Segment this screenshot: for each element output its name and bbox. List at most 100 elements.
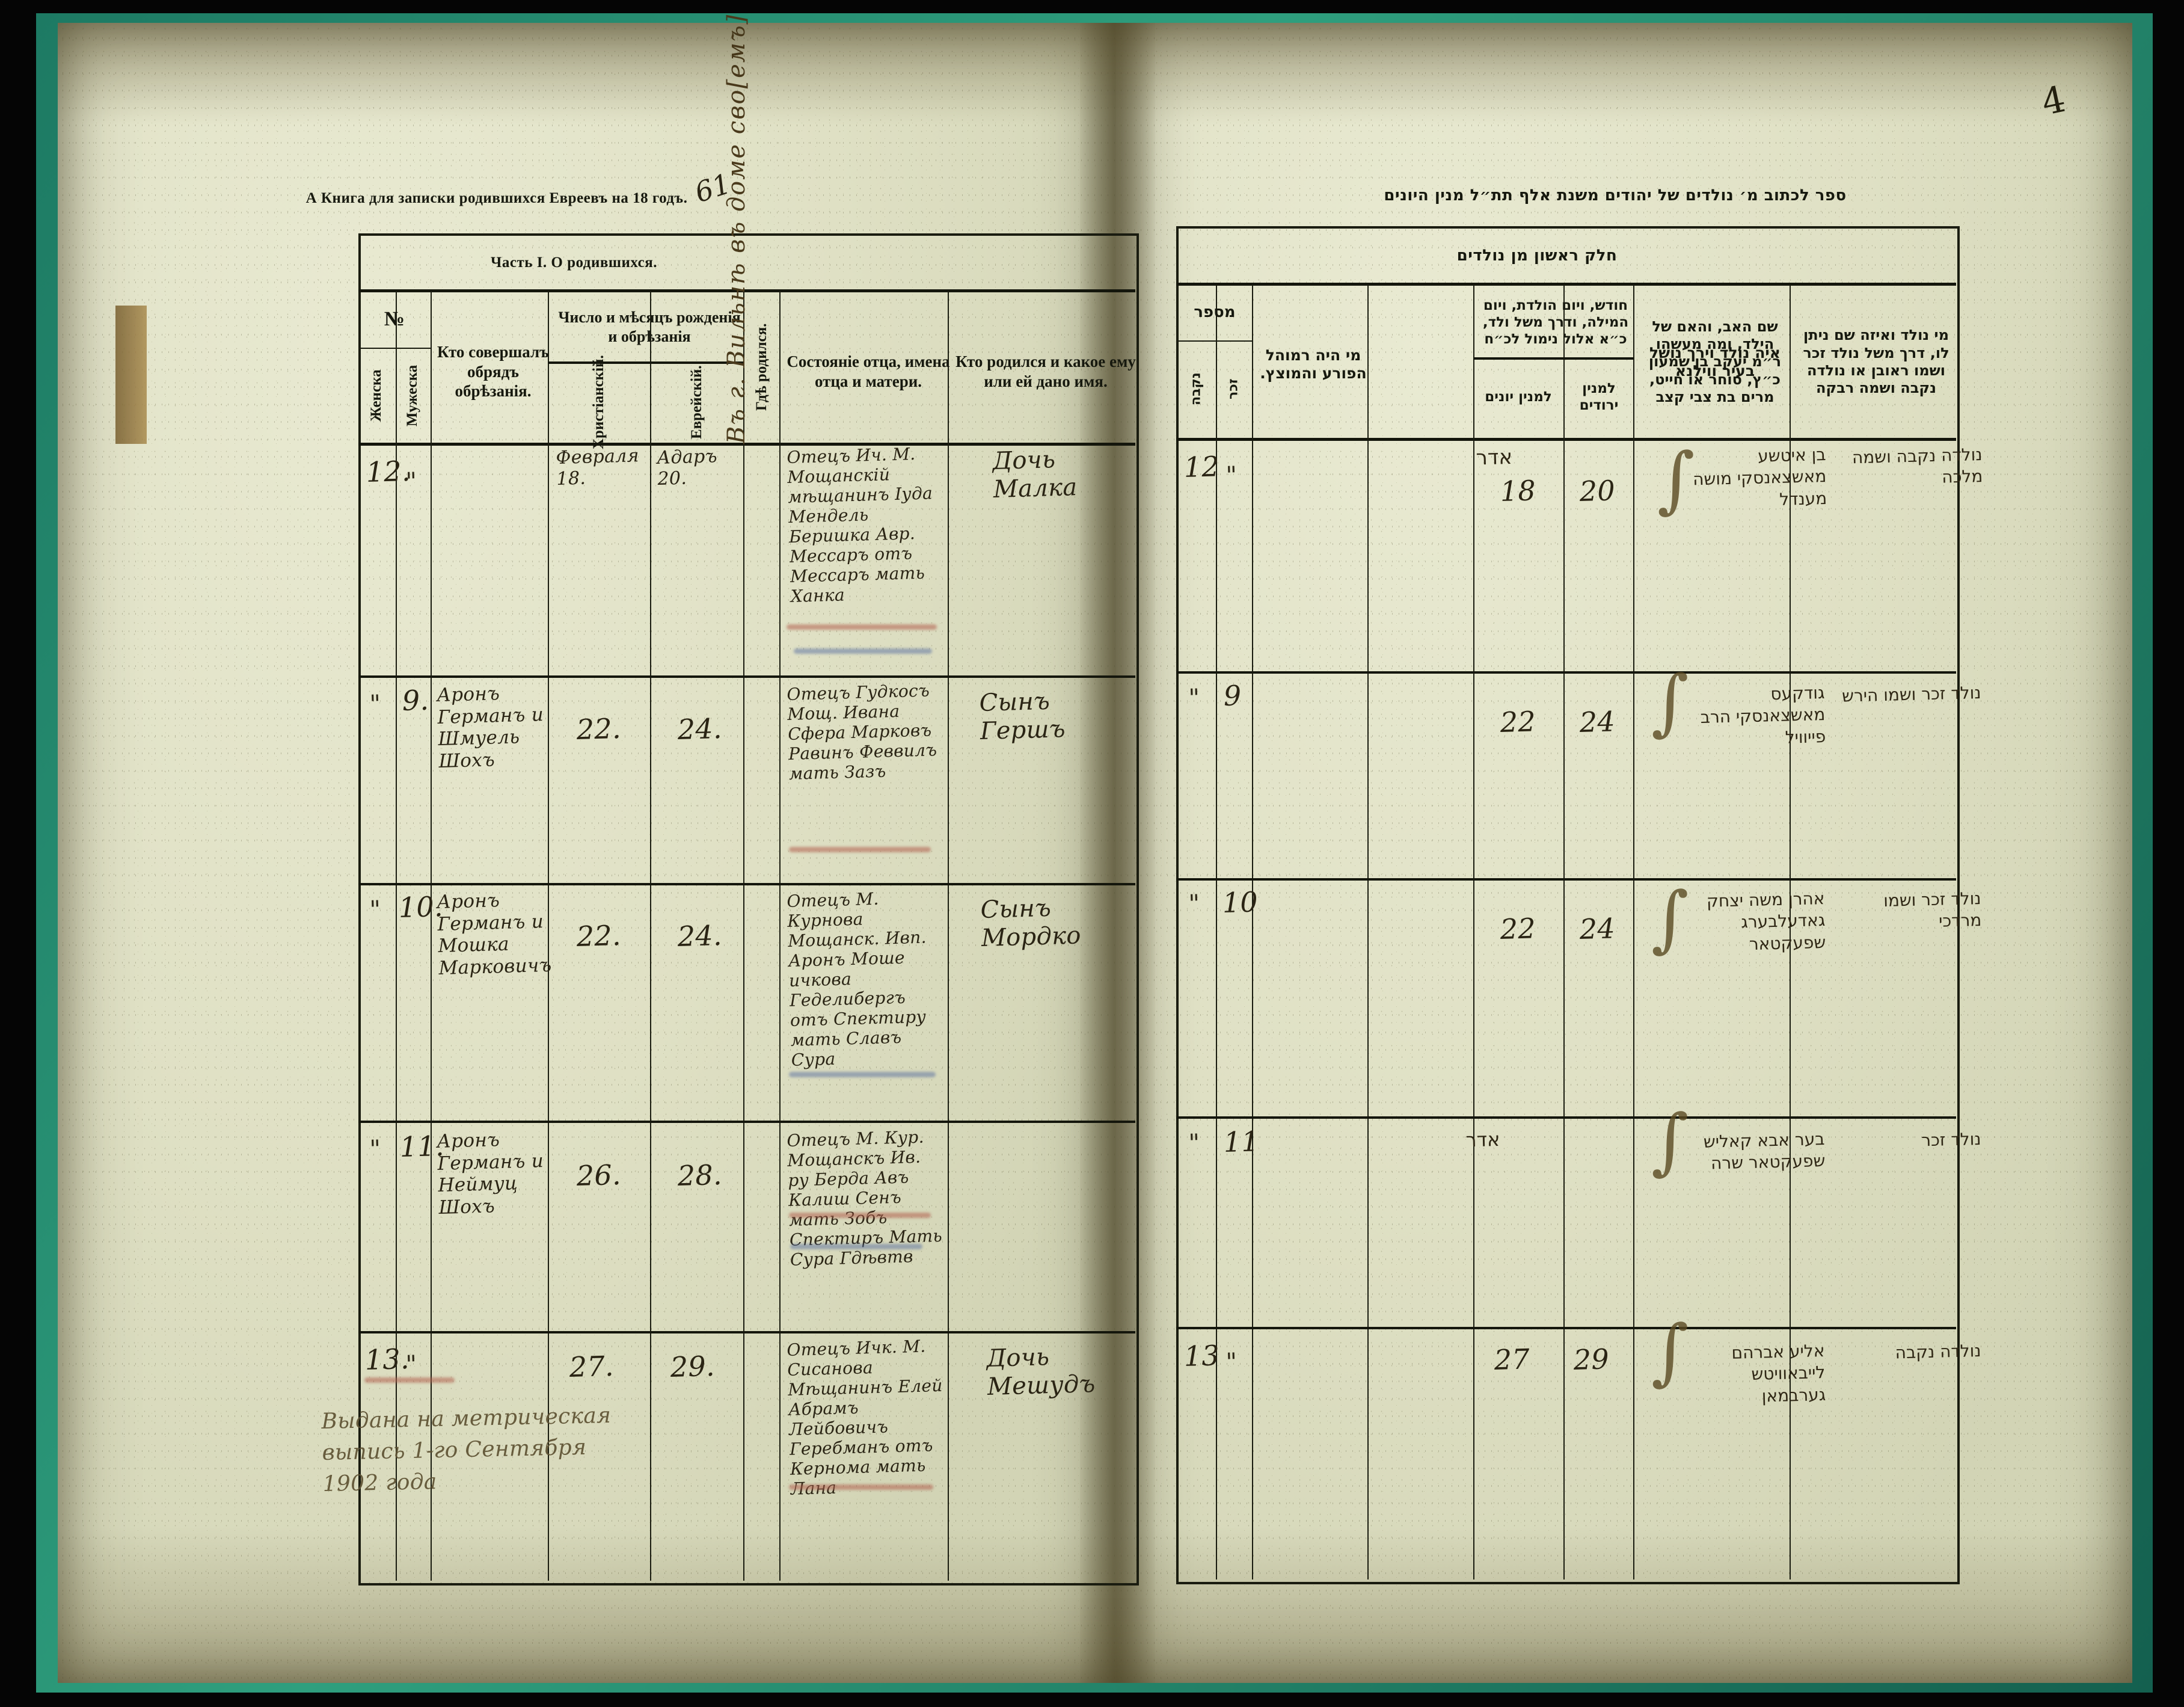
row4-blue-underline2 bbox=[790, 1244, 922, 1249]
row4-female-number: " bbox=[369, 1135, 381, 1163]
left-col-sep-5 bbox=[743, 291, 744, 1581]
row2-female-number: " bbox=[369, 690, 381, 718]
r-row3-parents: אהרן משה יצחק גאדעלבערג שפעקטאר bbox=[1706, 888, 1826, 954]
left-header-parents: Состояніе отца, имена отца и матери. bbox=[787, 352, 950, 390]
row1-blue-underline bbox=[794, 648, 932, 654]
right-table-header-bottom-rule bbox=[1176, 438, 1956, 441]
row2-christian-date: 22. bbox=[576, 712, 622, 746]
r-row4-jewish-date: אדר bbox=[1465, 1127, 1500, 1152]
book-gutter-shadow bbox=[1080, 23, 1155, 1683]
place-of-birth-entry: Въ г. Вильнѣ въ доме сво[емъ] bbox=[723, 13, 750, 444]
open-register-book: А Книга для записки родившихся Евреевъ н… bbox=[58, 14, 2132, 1683]
left-header-number-female: Женска bbox=[367, 369, 384, 422]
right-section-title: חלק ראשון מן נולדים bbox=[1456, 247, 1618, 265]
row5-red-underline bbox=[364, 1377, 455, 1383]
right-col-sep-1 bbox=[1216, 285, 1217, 1579]
left-table-header-top-rule bbox=[358, 289, 1135, 292]
right-number-subhead-rule bbox=[1176, 340, 1252, 342]
r-row3-female-number: " bbox=[1188, 890, 1200, 918]
r-row1-second-date: 20 bbox=[1579, 474, 1616, 508]
r-row2-female-number: " bbox=[1188, 684, 1200, 712]
left-date-subhead-rule bbox=[548, 361, 743, 364]
row4-jewish-date: 28. bbox=[677, 1158, 723, 1192]
row1-parents: Отецъ Ич. М. Мощанскій мѣщанинъ Іуда Мен… bbox=[787, 444, 933, 607]
right-header-number-male: זכר bbox=[1225, 378, 1241, 400]
row1-male-number: " bbox=[405, 467, 417, 496]
row2-mohel: Аронъ Германъ и Шмуель Шохъ bbox=[437, 683, 544, 772]
right-page-header: ספר לכתוב מ׳ נולדים של יהודים משנת אלף ת… bbox=[1384, 186, 1847, 205]
r-row1-child: נולדה נקבה ושמה מלכה bbox=[1851, 444, 1983, 488]
row1-christian-date: Февраля 18. bbox=[556, 445, 640, 490]
r-row5-child: נולדה נקבה bbox=[1895, 1340, 1981, 1363]
right-header-parents-label: שם האב, והאם של הילד, ומה מעשהו ר״מ יעקב… bbox=[1648, 318, 1782, 405]
r-row4-male-number: 11 bbox=[1223, 1125, 1260, 1158]
row1-child: Дочь Малка bbox=[992, 446, 1078, 504]
row4-mohel: Аронъ Германъ и Неймуц Шохъ bbox=[437, 1129, 544, 1219]
r-row5-male-number: " bbox=[1225, 1348, 1238, 1376]
row4-red-underline bbox=[789, 1213, 931, 1218]
right-header-date-jewish-count: למנין ירודים bbox=[1579, 380, 1619, 413]
r-row4-female-number: " bbox=[1188, 1129, 1200, 1157]
r-row2-child: נולד זכר ושמו הירש bbox=[1841, 682, 1981, 706]
left-col-sep-7 bbox=[948, 291, 949, 1581]
right-table-header-top-rule bbox=[1176, 283, 1956, 286]
left-col-sep-2 bbox=[431, 291, 432, 1581]
row3-child: Сынъ Мордко bbox=[980, 894, 1082, 953]
r-row1-greek-date: 18 bbox=[1500, 474, 1536, 508]
r-row3-male-number: 10 bbox=[1222, 885, 1259, 919]
right-col-sep-4 bbox=[1473, 285, 1474, 1579]
row2-male-number: 9. bbox=[402, 683, 429, 717]
row2-child: Сынъ Гершъ bbox=[979, 687, 1066, 746]
right-row-rule-1 bbox=[1176, 671, 1956, 674]
left-table-frame bbox=[358, 233, 1139, 1586]
flourish-5: ∫ bbox=[1651, 1310, 1689, 1394]
right-date-subhead-rule bbox=[1473, 357, 1633, 360]
left-header-number-group: № bbox=[384, 308, 405, 331]
r-row1-jewish-date: אדר bbox=[1475, 444, 1513, 470]
left-header-date-christian: Христіанскій. bbox=[590, 355, 607, 450]
flourish-3: ∫ bbox=[1651, 877, 1689, 961]
left-row-rule-2 bbox=[358, 883, 1135, 885]
right-col-sep-5 bbox=[1563, 285, 1565, 1579]
left-row-rule-3 bbox=[358, 1121, 1135, 1123]
left-page-header: А Книга для записки родившихся Евреевъ н… bbox=[305, 190, 688, 206]
row2-parents: Отецъ Гудкосъ Мощ. Ивана Сфера Марковъ Р… bbox=[787, 680, 937, 784]
row2-red-underline bbox=[789, 847, 931, 852]
row5-red-underline2 bbox=[789, 1484, 933, 1490]
left-header-mohel: Кто совершалъ обрядъ обрѣзанія. bbox=[437, 342, 549, 401]
left-col-sep-1 bbox=[396, 291, 397, 1581]
row5-child: Дочь Мешудъ bbox=[986, 1343, 1096, 1401]
left-table-header-bottom-rule bbox=[358, 443, 1135, 446]
row5-jewish-date: 29. bbox=[670, 1349, 716, 1383]
right-header-place: איה נולד וירך נושל בעיר ווילנא bbox=[1649, 343, 1781, 380]
r-row2-parents: גודקעס מאשצאנסקי הרב פייוויל bbox=[1700, 682, 1826, 748]
left-number-subhead-rule bbox=[358, 348, 431, 349]
r-row5-greek-date: 27 bbox=[1494, 1343, 1530, 1376]
right-table-frame bbox=[1176, 226, 1960, 1584]
r-row1-parents: בן איטשע מאשצאנסקי מושה מענדל bbox=[1692, 444, 1827, 509]
left-page bbox=[58, 23, 1116, 1683]
left-col-sep-6 bbox=[779, 291, 781, 1581]
row3-christian-date: 22. bbox=[576, 918, 622, 953]
left-header-number-male: Мужеска bbox=[403, 364, 420, 427]
row1-female-number: 12. bbox=[366, 454, 411, 488]
page-marker-tab[interactable] bbox=[115, 306, 147, 444]
row3-blue-underline bbox=[789, 1072, 936, 1077]
right-col-sep-3 bbox=[1367, 285, 1369, 1579]
r-row5-parents: אליע אברהם לייבאוויטש גערבמאן bbox=[1731, 1340, 1826, 1406]
flourish-4: ∫ bbox=[1651, 1100, 1689, 1183]
right-page bbox=[1116, 23, 2132, 1683]
r-row3-child: נולד זכר ושמו מרדכי bbox=[1883, 888, 1982, 932]
r-row3-second-date: 24 bbox=[1579, 912, 1616, 946]
right-header-mohel: מי היה רמוהל הפורע והמוצץ. bbox=[1260, 346, 1367, 383]
left-row-rule-4 bbox=[358, 1331, 1135, 1333]
left-col-sep-4 bbox=[650, 291, 651, 1581]
left-header-date-group: Число и мѣсяцъ рожденія и обрѣзанія bbox=[558, 309, 741, 345]
r-row3-greek-date: 22 bbox=[1500, 912, 1536, 946]
margin-annotation-metric-extract: Выдана на метрическая выпись 1-го Сентяб… bbox=[321, 1403, 612, 1497]
row3-parents: Отецъ М. Курнова Мощанск. Ивп. Аронъ Мош… bbox=[787, 888, 927, 1071]
right-col-sep-7 bbox=[1790, 285, 1791, 1579]
right-header-date-group: חודש, ויום הולדת, ויום המילה, ודרך משל ו… bbox=[1482, 297, 1629, 348]
r-row5-second-date: 29 bbox=[1573, 1343, 1610, 1376]
